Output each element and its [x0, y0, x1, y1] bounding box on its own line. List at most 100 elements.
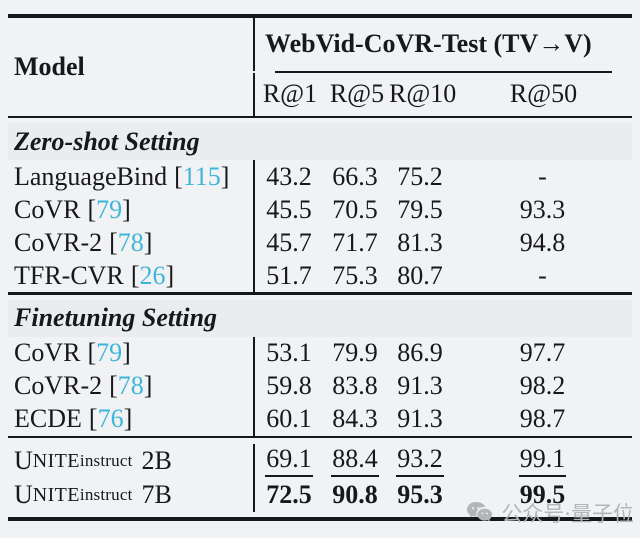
benchmark-title-row: WebVid-CoVR-Test (TV→V) — [253, 17, 632, 71]
cite-bracket: ] — [165, 260, 175, 290]
section-finetuning: Finetuning Setting CoVR[79] 53.1 79.9 86… — [8, 295, 632, 436]
section-title-zero-shot: Zero-shot Setting — [8, 123, 632, 160]
model-name-cell: TFR-CVR[26] — [8, 259, 253, 292]
citation-link[interactable]: 76 — [97, 404, 124, 433]
metric-value: 98.2 — [519, 371, 566, 400]
metric-value: 80.7 — [397, 260, 443, 290]
table-row: CoVR[79] 45.5 70.5 79.5 93.3 — [8, 193, 632, 226]
cite-bracket: [ — [109, 227, 118, 257]
model-name: LanguageBind — [14, 161, 168, 191]
model-name: CoVR-2 — [14, 227, 103, 257]
top-rule — [8, 14, 632, 18]
cite-bracket: ] — [143, 227, 153, 257]
metric-value: 86.9 — [397, 338, 443, 367]
model-name: CoVR-2 — [14, 371, 103, 400]
metric-value: 98.7 — [519, 404, 566, 433]
citation-link[interactable]: 79 — [96, 194, 123, 224]
model-name-cell: LanguageBind[115] — [8, 160, 253, 193]
model-name: TFR-CVR — [14, 260, 124, 290]
section-divider-rule — [8, 435, 632, 438]
model-name-smallcaps: NITE — [32, 449, 80, 472]
section-zero-shot: Zero-shot Setting LanguageBind[115] 43.2… — [8, 118, 632, 292]
col-header-r1: R@1 — [262, 79, 318, 108]
metric-value: 81.3 — [397, 227, 443, 257]
metric-value: 66.3 — [332, 161, 378, 191]
benchmark-header-group: WebVid-CoVR-Test (TV→V) R@1 R@5 R@10 R@5… — [253, 17, 632, 116]
results-table: Model WebVid-CoVR-Test (TV→V) R@1 R@5 R@… — [8, 0, 632, 521]
metric-value: 94.8 — [519, 227, 566, 257]
cite-bracket: [ — [87, 338, 97, 367]
metric-value: 91.3 — [397, 371, 443, 400]
model-name: CoVR — [14, 338, 81, 367]
metric-value: 97.7 — [519, 338, 566, 367]
metric-value: 93.2 — [387, 444, 453, 478]
metric-value: 45.5 — [253, 193, 323, 226]
cmid-rule — [275, 70, 612, 73]
metric-value: 60.1 — [253, 402, 323, 436]
model-name: U — [14, 480, 33, 509]
model-name: U — [14, 446, 33, 475]
metric-value: 59.8 — [253, 369, 323, 403]
metric-value: 88.4 — [323, 444, 387, 478]
col-header-r50: R@50 — [509, 79, 578, 108]
citation-link[interactable]: 78 — [117, 371, 144, 400]
model-label: Model — [14, 51, 85, 81]
table-row: LanguageBind[115] 43.2 66.3 75.2 - — [8, 160, 632, 193]
metric-value: 71.7 — [332, 227, 378, 257]
metric-value: - — [538, 260, 547, 290]
model-name: CoVR — [14, 194, 81, 224]
metric-value: 79.9 — [332, 338, 378, 367]
table-row: U NITE instruct 2B 69.1 88.4 93.2 99.1 — [8, 444, 632, 478]
model-name-cell: U NITE instruct 7B — [8, 478, 253, 512]
table-row: CoVR[79] 53.1 79.9 86.9 97.7 — [8, 336, 632, 370]
metric-value: 43.2 — [253, 160, 323, 193]
metric-value: 84.3 — [332, 404, 378, 433]
metric-value: 75.3 — [332, 260, 378, 290]
table-row: U NITE instruct 7B 72.5 90.8 95.3 99.5 — [8, 478, 632, 512]
metric-value: 83.8 — [332, 371, 378, 400]
cite-bracket: [ — [130, 260, 140, 290]
metric-value: 45.7 — [253, 226, 323, 259]
model-column-header: Model — [8, 18, 253, 116]
model-size: 2B — [141, 446, 172, 475]
table-row: ECDE[76] 60.1 84.3 91.3 98.7 — [8, 402, 632, 436]
watermark-text: 公众号·量子位 — [501, 502, 634, 526]
metric-value: 70.5 — [332, 194, 378, 224]
header-bottom-rule — [8, 115, 632, 118]
citation-link[interactable]: 79 — [96, 338, 123, 367]
cite-bracket: ] — [123, 404, 133, 433]
model-name-cell: ECDE[76] — [8, 403, 253, 436]
metric-value: 95.3 — [397, 480, 443, 509]
metric-value: 90.8 — [332, 480, 378, 509]
cite-bracket: ] — [220, 161, 230, 191]
model-name-cell: CoVR[79] — [8, 193, 253, 226]
model-name-cell: U NITE instruct 2B — [8, 444, 253, 478]
metric-value: - — [538, 161, 547, 191]
model-size: 7B — [141, 480, 172, 509]
model-name-cell: CoVR[79] — [8, 337, 253, 370]
table-header: Model WebVid-CoVR-Test (TV→V) R@1 R@5 R@… — [8, 17, 632, 116]
section-ours: U NITE instruct 2B 69.1 88.4 93.2 99.1 U NIT… — [8, 438, 632, 517]
section-title-text: Finetuning Setting — [14, 303, 218, 332]
metric-value: 69.1 — [253, 444, 323, 478]
model-name: ECDE — [14, 404, 82, 433]
model-name-smallcaps: NITE — [32, 483, 80, 506]
cite-bracket: [ — [174, 161, 183, 191]
wechat-bubbles-icon — [467, 502, 493, 522]
col-header-r5: R@5 — [329, 79, 385, 108]
metric-value: 91.3 — [397, 404, 443, 433]
cite-bracket: [ — [109, 371, 118, 400]
table-row: CoVR-2[78] 59.8 83.8 91.3 98.2 — [8, 369, 632, 403]
metric-value: 75.2 — [397, 161, 443, 191]
metric-value: 51.7 — [253, 259, 323, 292]
metric-value: 99.5 — [519, 480, 566, 509]
metric-value: 79.5 — [397, 194, 443, 224]
model-name-subscript: instruct — [79, 451, 133, 470]
metric-value: 99.1 — [453, 444, 632, 478]
section-title-finetuning: Finetuning Setting — [8, 299, 632, 337]
citation-link[interactable]: 26 — [139, 260, 166, 290]
section-divider-rule — [8, 292, 632, 295]
citation-link[interactable]: 115 — [182, 161, 221, 191]
citation-link[interactable]: 78 — [117, 227, 144, 257]
